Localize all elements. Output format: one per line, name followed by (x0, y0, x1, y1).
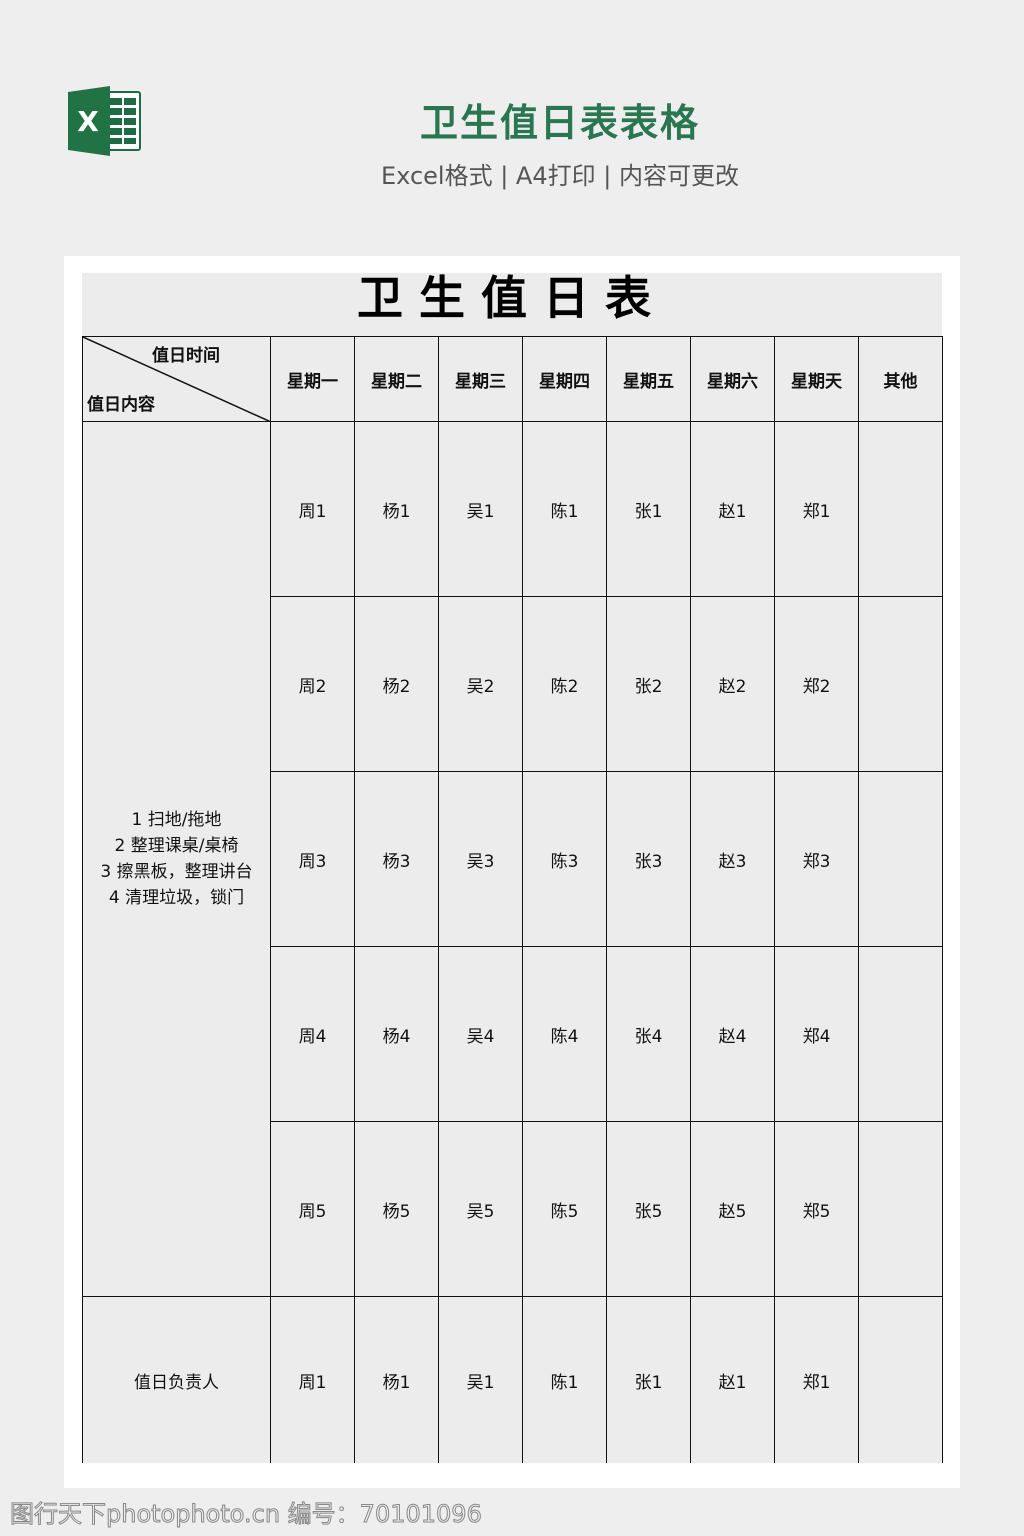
table-cell: 周5 (270, 1121, 355, 1297)
excel-icon: X (68, 86, 142, 156)
table-cell: 张4 (606, 946, 691, 1122)
svg-text:X: X (77, 105, 99, 138)
page-subtitle: Excel格式 | A4打印 | 内容可更改 (381, 162, 739, 190)
table-row: 1 扫地/拖地 2 整理课桌/桌椅 3 擦黑板，整理讲台 4 清理垃圾，锁门 周1 杨1 吴… (82, 421, 943, 1297)
table-cell: 陈5 (522, 1121, 607, 1297)
table-cell (858, 421, 943, 597)
table-cell: 陈3 (522, 771, 607, 947)
table-cell (858, 771, 943, 947)
table-cell: 张3 (606, 771, 691, 947)
table-cell: 陈1 (522, 421, 607, 597)
content-line: 3 擦黑板，整理讲台 (100, 862, 253, 882)
content-line: 4 清理垃圾，锁门 (108, 888, 245, 908)
column-header: 星期天 (774, 336, 859, 422)
table-row: 周2 杨2 吴2 陈2 张2 赵2 郑2 (83, 596, 943, 772)
column-header: 星期一 (270, 336, 355, 422)
table-cell: 郑1 (774, 421, 859, 597)
table-cell: 吴2 (438, 596, 523, 772)
table-cell: 郑5 (774, 1121, 859, 1297)
table-cell: 杨5 (354, 1121, 439, 1297)
content-line: 1 扫地/拖地 (131, 810, 222, 830)
table-cell (858, 1296, 943, 1463)
column-header: 星期三 (438, 336, 523, 422)
header-row: 值日时间 值日内容 星期一 星期二 星期三 星期四 星期五 星期六 星期天 其他 (82, 336, 943, 422)
column-header: 其他 (858, 336, 943, 422)
table-cell: 张5 (606, 1121, 691, 1297)
table-cell: 赵3 (690, 771, 775, 947)
page-title: 卫生值日表表格 (419, 101, 700, 145)
sheet-title: 卫生值日表 (357, 271, 667, 325)
table-cell: 杨3 (354, 771, 439, 947)
table-cell: 陈4 (522, 946, 607, 1122)
diagonal-line (83, 337, 271, 422)
column-header: 星期六 (690, 336, 775, 422)
table-cell: 周2 (270, 596, 355, 772)
table-cell: 杨1 (354, 1296, 439, 1463)
table-cell: 郑3 (774, 771, 859, 947)
table-cell: 杨2 (354, 596, 439, 772)
corner-bottom-label: 值日内容 (87, 395, 155, 415)
table-cell: 张2 (606, 596, 691, 772)
table-cell: 郑4 (774, 946, 859, 1122)
table-row: 周4 杨4 吴4 陈4 张4 赵4 郑4 (83, 946, 943, 1122)
table-cell: 张1 (606, 421, 691, 597)
column-header: 星期二 (354, 336, 439, 422)
table-row: 周3 杨3 吴3 陈3 张3 赵3 郑3 (83, 771, 943, 947)
table-cell: 郑2 (774, 596, 859, 772)
table-cell: 赵1 (690, 421, 775, 597)
table-cell: 周3 (270, 771, 355, 947)
table-cell: 周4 (270, 946, 355, 1122)
table-row: 周5 杨5 吴5 陈5 张5 赵5 郑5 (83, 1121, 943, 1297)
leader-label: 值日负责人 (82, 1296, 271, 1463)
corner-top-label: 值日时间 (152, 346, 220, 366)
table-cell: 郑1 (774, 1296, 859, 1463)
table-cell: 周1 (270, 1296, 355, 1463)
duty-content-cell: 1 扫地/拖地 2 整理课桌/桌椅 3 擦黑板，整理讲台 4 清理垃圾，锁门 (82, 421, 271, 1297)
table-cell: 吴1 (438, 421, 523, 597)
duty-table: 值日时间 值日内容 星期一 星期二 星期三 星期四 星期五 星期六 星期天 其他… (82, 336, 943, 1463)
table-cell (858, 946, 943, 1122)
table-cell: 赵2 (690, 596, 775, 772)
table-cell (858, 1121, 943, 1297)
duty-sheet: 卫生值日表 值日时间 值日内容 星期一 星期二 星期三 星期四 星期五 星期六 … (82, 271, 943, 1463)
table-cell: 吴3 (438, 771, 523, 947)
table-cell: 杨1 (354, 421, 439, 597)
leader-row: 值日负责人 周1 杨1 吴1 陈1 张1 赵1 郑1 (82, 1296, 943, 1463)
table-cell: 赵1 (690, 1296, 775, 1463)
table-cell: 吴4 (438, 946, 523, 1122)
watermark: 图行天下photophoto.cn 编号：70101096 (10, 1500, 483, 1529)
table-cell: 赵4 (690, 946, 775, 1122)
column-header: 星期四 (522, 336, 607, 422)
table-cell: 吴1 (438, 1296, 523, 1463)
table-cell (858, 596, 943, 772)
table-cell: 陈1 (522, 1296, 607, 1463)
table-cell: 周1 (270, 421, 355, 597)
table-cell: 杨4 (354, 946, 439, 1122)
column-header: 星期五 (606, 336, 691, 422)
table-cell: 赵5 (690, 1121, 775, 1297)
content-line: 2 整理课桌/桌椅 (114, 836, 239, 856)
table-cell: 陈2 (522, 596, 607, 772)
corner-cell: 值日时间 值日内容 (82, 336, 271, 422)
table-cell: 张1 (606, 1296, 691, 1463)
table-cell: 吴5 (438, 1121, 523, 1297)
